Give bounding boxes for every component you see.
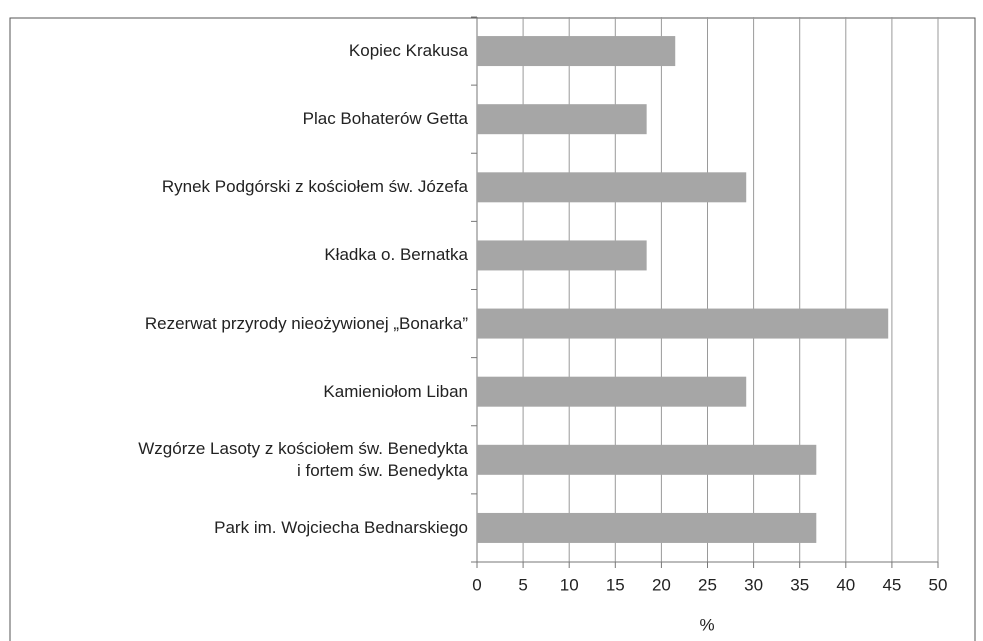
category-label: Park im. Wojciecha Bednarskiego xyxy=(214,517,468,537)
x-tick-label: 0 xyxy=(472,575,481,594)
category-label: Rynek Podgórski z kościołem św. Józefa xyxy=(161,177,468,197)
category-label: Kopiec Krakusa xyxy=(348,41,468,61)
x-tick-label: 50 xyxy=(929,575,948,594)
bar xyxy=(477,240,647,271)
bar xyxy=(477,376,747,407)
x-tick-label: 45 xyxy=(882,575,901,594)
x-axis-label: % xyxy=(699,615,714,634)
bar xyxy=(477,172,747,203)
x-tick-label: 35 xyxy=(790,575,809,594)
x-tick-label: 15 xyxy=(606,575,625,594)
x-tick-label: 40 xyxy=(836,575,855,594)
bar xyxy=(477,512,817,543)
category-label: Rezerwat przyrody nieożywionej „Bonarka” xyxy=(144,313,468,333)
category-label: Kamieniołom Liban xyxy=(323,381,468,401)
chart-frame xyxy=(9,17,976,641)
x-tick-label: 25 xyxy=(698,575,717,594)
category-label: Plac Bohaterów Getta xyxy=(302,109,468,129)
category-label: Kładka o. Bernatka xyxy=(324,245,468,265)
x-tick-label: 20 xyxy=(652,575,671,594)
bar xyxy=(477,36,676,67)
bar xyxy=(477,104,647,135)
x-tick-label: 5 xyxy=(518,575,527,594)
x-tick-label: 30 xyxy=(744,575,763,594)
category-label: Wzgórze Lasoty z kościołem św. Benedykta… xyxy=(138,438,468,480)
bar xyxy=(477,444,817,475)
x-tick-label: 10 xyxy=(560,575,579,594)
bar xyxy=(477,308,889,339)
